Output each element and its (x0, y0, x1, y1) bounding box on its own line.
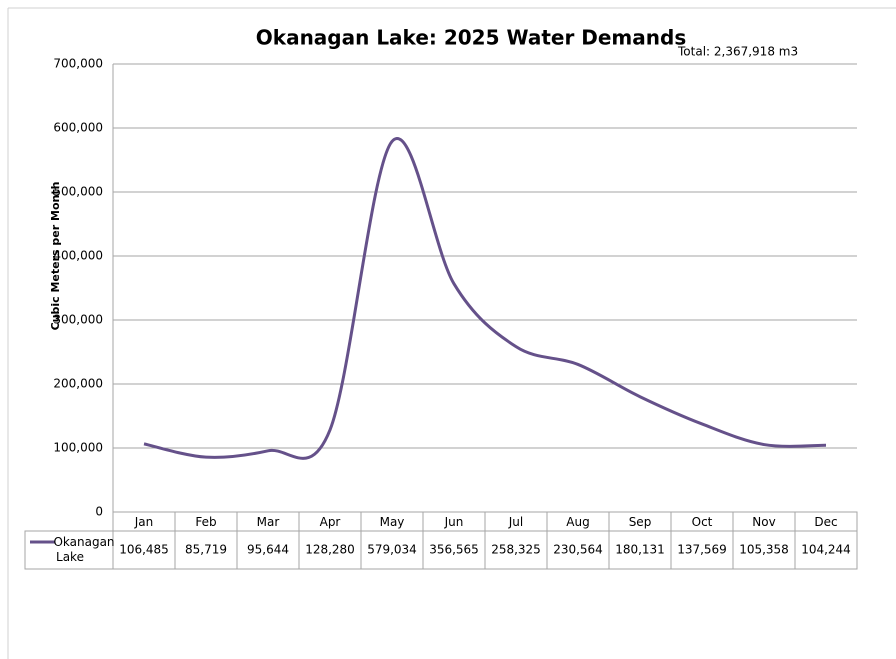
x-tick-label: Mar (257, 515, 280, 529)
x-tick-label: Oct (692, 515, 713, 529)
table-value: 137,569 (677, 543, 727, 557)
table-value: 105,358 (739, 543, 789, 557)
data-line (143, 137, 827, 460)
y-tick-label: 500,000 (53, 185, 103, 199)
table-value: 128,280 (305, 543, 355, 557)
x-tick-label: Jan (134, 515, 154, 529)
y-tick-label: 600,000 (53, 121, 103, 135)
chart-title: Okanagan Lake: 2025 Water Demands (256, 26, 686, 50)
table-value: 579,034 (367, 543, 417, 557)
table-value: 258,325 (491, 543, 541, 557)
y-tick-label: 200,000 (53, 377, 103, 391)
x-tick-label: Jul (508, 515, 523, 529)
x-tick-label: Feb (195, 515, 216, 529)
table-value: 85,719 (185, 543, 227, 557)
y-tick-label: 300,000 (53, 313, 103, 327)
table-value: 230,564 (553, 543, 603, 557)
y-tick-label: 700,000 (53, 57, 103, 71)
x-tick-label: Jun (444, 515, 464, 529)
x-tick-label: Aug (566, 515, 589, 529)
table-value: 104,244 (801, 543, 851, 557)
table-value: 356,565 (429, 543, 479, 557)
table-value: 95,644 (247, 543, 289, 557)
x-tick-label: Sep (629, 515, 652, 529)
y-tick-label: 0 (95, 505, 103, 519)
annotation: Total: 2,367,918 m3 (677, 45, 798, 59)
table-value: 180,131 (615, 543, 665, 557)
y-axis-label: Cubic Meters per Month (49, 182, 62, 331)
y-tick-label: 100,000 (53, 441, 103, 455)
table-border (24, 530, 858, 570)
x-tick-label: May (380, 515, 405, 529)
x-tick-label: Dec (814, 515, 837, 529)
legend-label: Okanagan Lake (53, 535, 114, 564)
y-tick-label: 400,000 (53, 249, 103, 263)
x-tick-label: Nov (752, 515, 775, 529)
x-tick-label: Apr (320, 515, 341, 529)
table-value: 106,485 (119, 543, 169, 557)
